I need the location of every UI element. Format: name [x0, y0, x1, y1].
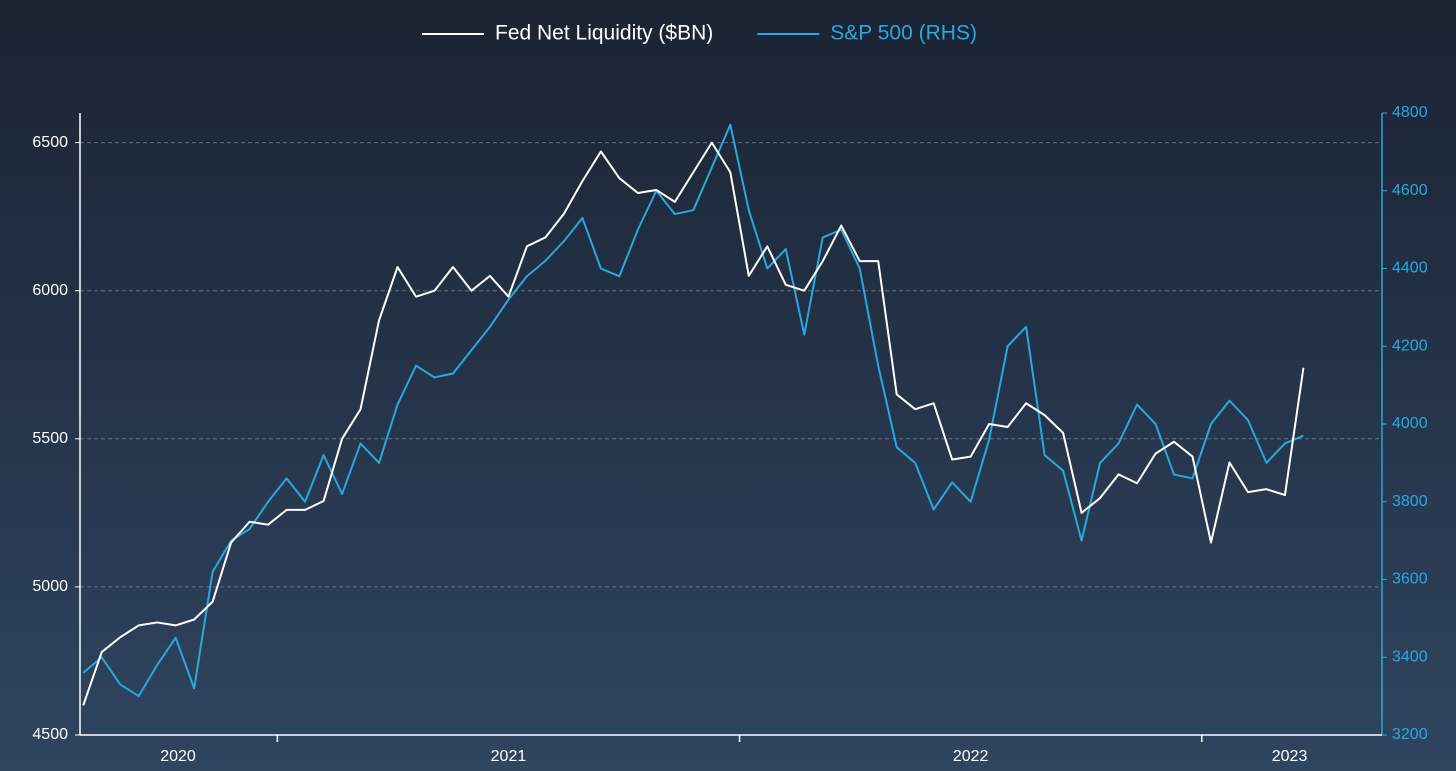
legend-label: Fed Net Liquidity ($BN) [495, 22, 713, 45]
x-tick-label: 2023 [1272, 748, 1308, 765]
y2-tick-label: 3200 [1392, 726, 1428, 743]
x-tick-label: 2021 [491, 748, 527, 765]
y-tick-label: 6500 [32, 134, 68, 151]
y-tick-label: 5500 [32, 430, 68, 447]
y-tick-label: 5000 [32, 578, 68, 595]
y2-tick-label: 4200 [1392, 337, 1428, 354]
y-tick-label: 4500 [32, 726, 68, 743]
series-line [82, 141, 1305, 706]
x-tick-label: 2022 [953, 748, 989, 765]
y2-tick-label: 4400 [1392, 260, 1428, 277]
y2-tick-label: 4800 [1392, 104, 1428, 121]
y2-tick-label: 3400 [1392, 648, 1428, 665]
series-line [82, 123, 1304, 698]
y2-tick-label: 4000 [1392, 415, 1428, 432]
y-tick-label: 6000 [32, 282, 68, 299]
legend-label: S&P 500 (RHS) [830, 22, 977, 45]
y2-tick-label: 3600 [1392, 571, 1428, 588]
y2-tick-label: 3800 [1392, 493, 1428, 510]
y2-tick-label: 4600 [1392, 182, 1428, 199]
x-tick-label: 2020 [160, 748, 196, 765]
